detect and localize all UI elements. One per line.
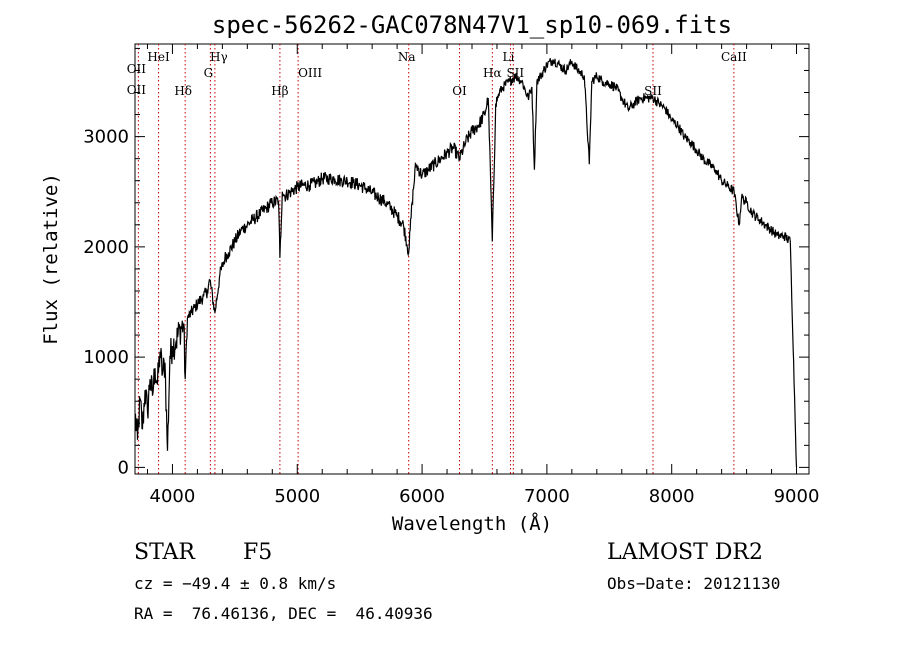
spectral-line-label: SII xyxy=(644,84,662,98)
axis-ticks: 4000 5000 6000 7000 8000 9000 0 1000 2000 3000 xyxy=(83,44,819,507)
spectral-line-label: G xyxy=(204,66,214,80)
spectral-line-label: Hδ xyxy=(174,84,192,98)
chart-title: spec-56262-GAC078N47V1_sp10-069.fits xyxy=(212,11,732,39)
spectral-line-label: Na xyxy=(398,50,416,64)
spectral-line-label: Li xyxy=(503,50,515,64)
object-class: STAR xyxy=(134,540,195,565)
observation-date: Obs−Date: 20121130 xyxy=(607,574,781,593)
object-subclass: F5 xyxy=(243,540,273,565)
x-tick-label: 5000 xyxy=(274,486,320,507)
x-tick-label: 9000 xyxy=(774,486,820,507)
spectral-line-label: OII xyxy=(127,62,147,76)
x-tick-label: 8000 xyxy=(649,486,695,507)
spectrum-line xyxy=(134,58,798,468)
spectral-line-label: SII xyxy=(506,66,524,80)
spectral-line-label: Hα xyxy=(483,66,502,80)
spectral-line-label: CaII xyxy=(721,50,747,64)
x-tick-label: 4000 xyxy=(150,486,196,507)
survey-name: LAMOST DR2 xyxy=(607,540,763,565)
spectral-line-label: Hγ xyxy=(210,50,228,64)
spectral-line-label: OIII xyxy=(298,66,322,80)
x-axis-label: Wavelength (Å) xyxy=(392,512,552,535)
x-tick-label: 7000 xyxy=(524,486,570,507)
y-tick-label: 1000 xyxy=(83,347,129,368)
y-tick-label: 0 xyxy=(118,457,129,478)
spectral-line-label: HeI xyxy=(147,50,170,64)
y-tick-label: 2000 xyxy=(83,237,129,258)
y-axis-label: Flux (relative) xyxy=(40,173,62,345)
sky-coordinates: RA = 76.46136, DEC = 46.40936 xyxy=(134,604,433,623)
x-tick-label: 6000 xyxy=(399,486,445,507)
spectral-line-label: OI xyxy=(452,84,467,98)
plot-frame xyxy=(134,43,810,475)
radial-velocity: cz = −49.4 ± 0.8 km/s xyxy=(134,574,337,593)
spectral-line-label: Hβ xyxy=(271,84,288,98)
spectrum-chart: spec-56262-GAC078N47V1_sp10-069.fits OII… xyxy=(40,11,819,535)
y-tick-label: 3000 xyxy=(83,127,129,148)
spectral-line-label: OII xyxy=(127,83,147,97)
